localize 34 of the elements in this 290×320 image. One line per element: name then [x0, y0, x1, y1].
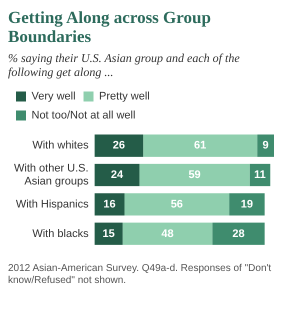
data-label: 16	[103, 198, 116, 210]
data-label: 61	[194, 140, 206, 152]
data-label: 11	[254, 169, 266, 182]
bar	[94, 222, 123, 245]
bar	[143, 134, 258, 157]
bar	[124, 193, 230, 216]
data-label: 56	[170, 198, 183, 210]
text: 2012 Asian-American Survey. Q49a-d. Responses of "Don't know/Refused" not shown.	[8, 263, 272, 287]
data-label: 28	[232, 228, 245, 240]
data-label: 15	[102, 228, 115, 240]
bar	[94, 164, 140, 186]
bar	[212, 222, 265, 245]
data-label: 59	[188, 169, 201, 182]
y-tick-label: With whites	[32, 140, 90, 152]
bar	[94, 193, 124, 216]
bar	[250, 164, 270, 186]
data-label: 9	[262, 140, 269, 152]
bar	[139, 164, 250, 186]
data-label: 48	[161, 228, 174, 240]
legend-label: Pretty well	[99, 90, 150, 103]
y-tick-label: With other U.S. Asian groups	[14, 162, 90, 188]
data-label: 19	[240, 198, 254, 210]
data-label: 24	[110, 169, 124, 182]
chart-title: Getting Along across Group Boundaries	[8, 8, 212, 46]
bar	[122, 222, 212, 245]
bar	[94, 134, 144, 157]
y-tick-label: With blacks	[32, 228, 90, 240]
bar	[229, 193, 265, 216]
data-label: 26	[112, 140, 125, 152]
chart-subtitle: % saying their U.S. Asian group and each of the following get along ...	[8, 51, 241, 79]
legend-label: Very well	[32, 90, 76, 103]
y-tick-label: With Hispanics	[16, 198, 90, 210]
bar	[257, 134, 274, 157]
legend-label: Not too/Not at all well	[32, 110, 136, 122]
